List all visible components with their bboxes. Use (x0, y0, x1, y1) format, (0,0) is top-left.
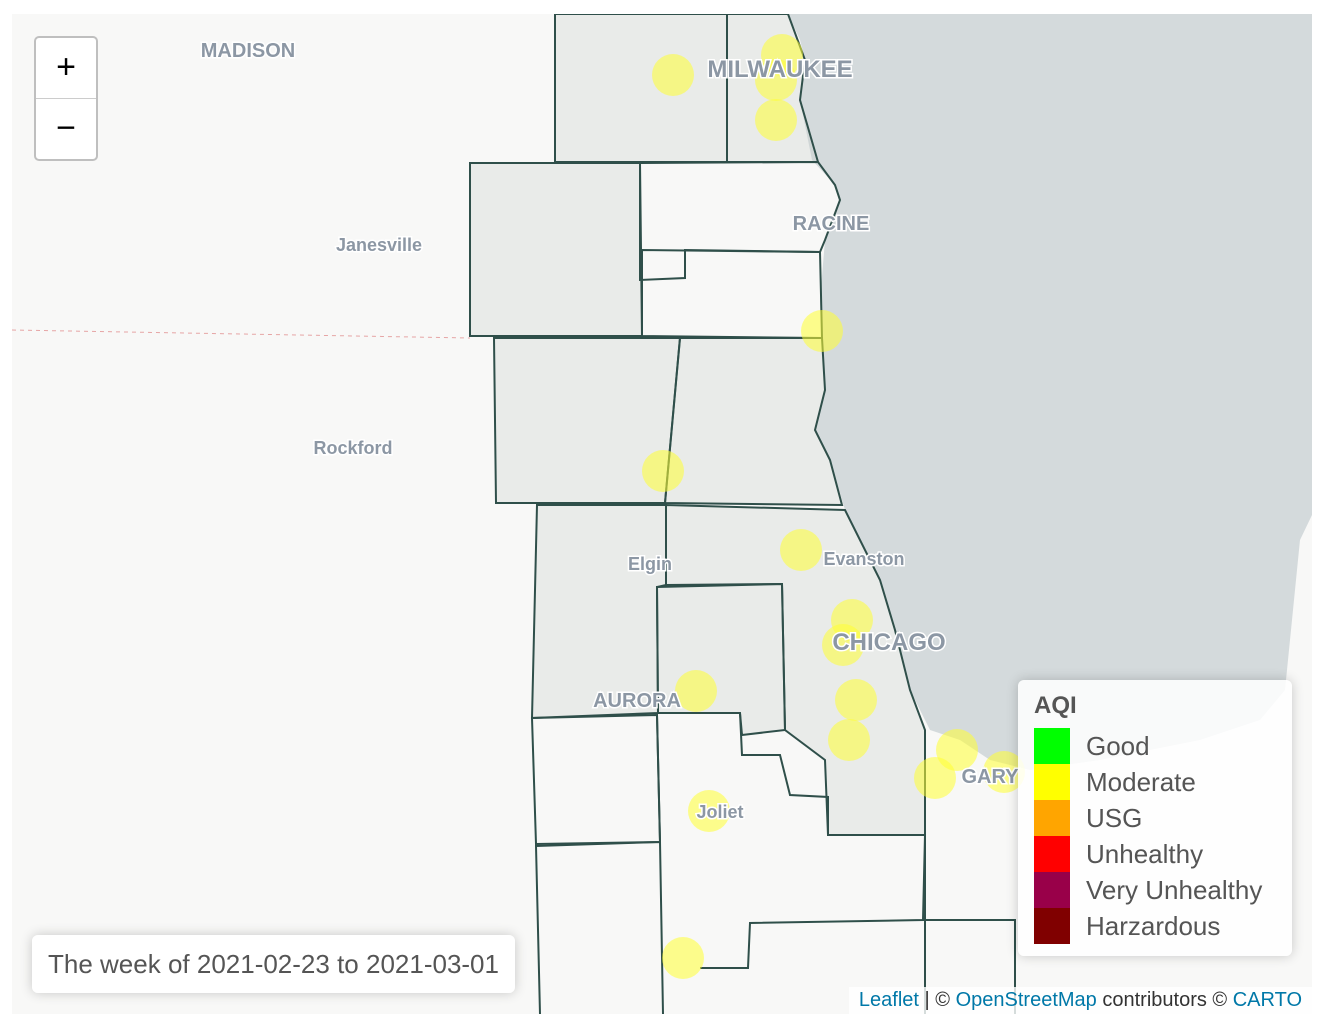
legend-title: AQI (1034, 692, 1077, 719)
state-border (12, 329, 471, 339)
place-label: Evanston (823, 549, 904, 569)
leaflet-link[interactable]: Leaflet (858, 989, 919, 1011)
legend: AQI Good Moderate USG Unhealthy Very Unhealt… (1018, 680, 1292, 956)
carto-link[interactable]: CARTO (1232, 989, 1302, 1011)
sensor-marker[interactable] (675, 670, 717, 712)
zoom-out-button[interactable]: − (56, 109, 76, 147)
legend-label: Harzardous (1086, 911, 1221, 941)
legend-item: USG (1034, 800, 1276, 836)
county-borders (469, 14, 1016, 1014)
attribution-text: contributors © (1102, 989, 1228, 1011)
legend-item: Unhealthy (1034, 836, 1276, 872)
legend-swatch (1034, 872, 1070, 908)
attribution-text: | © (924, 989, 951, 1011)
legend-label: Moderate (1086, 767, 1196, 797)
lake-michigan (788, 14, 1312, 770)
place-labels: MADISON MILWAUKEE RACINE Janesville Rock… (199, 39, 1020, 824)
legend-item: Very Unhealthy (1034, 872, 1276, 908)
sensor-markers (642, 34, 1025, 979)
map-canvas: MADISON MILWAUKEE RACINE Janesville Rock… (12, 14, 1312, 1014)
attribution: Leaflet | © OpenStreetMap contributors ©… (848, 987, 1312, 1014)
legend-swatch (1034, 728, 1070, 764)
sensor-marker[interactable] (801, 310, 843, 352)
place-label: AURORA (593, 690, 681, 712)
zoom-in-button[interactable]: + (36, 38, 96, 99)
place-label: RACINE (793, 213, 870, 235)
place-label: MADISON (201, 40, 295, 62)
sensor-marker[interactable] (835, 679, 877, 721)
sensor-marker[interactable] (914, 757, 956, 799)
place-label: MILWAUKEE (707, 56, 852, 83)
sensor-marker[interactable] (662, 937, 704, 979)
legend-swatch (1034, 764, 1070, 800)
place-label: Joliet (696, 802, 743, 822)
place-label: GARY (961, 766, 1019, 788)
info-box: The week of 2021-02-23 to 2021-03-01 (32, 935, 515, 993)
place-label: Elgin (628, 554, 672, 574)
legend-swatch (1034, 908, 1070, 944)
legend-label: Very Unhealthy (1086, 875, 1263, 905)
legend-item: Moderate (1034, 764, 1276, 800)
sensor-marker[interactable] (983, 751, 1025, 793)
sensor-marker[interactable] (688, 790, 730, 832)
sensor-marker[interactable] (755, 99, 797, 141)
place-label: Rockford (313, 438, 392, 458)
legend-label: Unhealthy (1086, 839, 1204, 869)
legend-label: Good (1086, 731, 1150, 761)
sensor-marker[interactable] (652, 54, 694, 96)
sensor-marker[interactable] (780, 529, 822, 571)
place-label: CHICAGO (832, 629, 945, 656)
sensor-marker[interactable] (822, 624, 864, 666)
legend-label: USG (1086, 803, 1143, 833)
legend-item: Good (1034, 728, 1276, 764)
osm-link[interactable]: OpenStreetMap (955, 989, 1097, 1011)
map[interactable]: MADISON MILWAUKEE RACINE Janesville Rock… (12, 14, 1312, 1014)
legend-swatch (1034, 800, 1070, 836)
zoom-control: + − (34, 36, 98, 161)
sensor-marker[interactable] (642, 450, 684, 492)
legend-swatch (1034, 836, 1070, 872)
sensor-marker[interactable] (755, 59, 797, 101)
sensor-marker[interactable] (828, 719, 870, 761)
place-label: Janesville (336, 235, 422, 255)
legend-item: Harzardous (1034, 908, 1276, 944)
